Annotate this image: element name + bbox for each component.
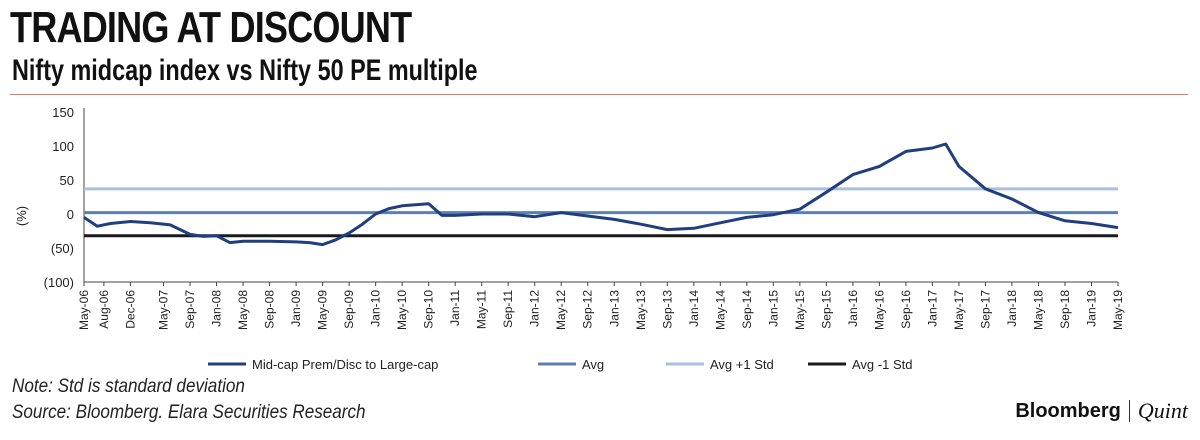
x-axis: May-06 Aug-06 Dec-06 May-07 Sep-07 Jan-08 May-… [77, 281, 1125, 330]
x-tick-label: Jan-18 [1005, 290, 1019, 327]
y-axis: 150 100 50 0 (50) (100) (%) [14, 105, 85, 290]
x-tick-label: May-15 [793, 290, 807, 330]
series-lines [83, 142, 1119, 247]
x-tick-label: Sep-10 [422, 290, 436, 329]
x-tick-label: Sep-15 [819, 290, 833, 329]
x-tick-label: May-08 [236, 290, 250, 330]
x-tick-label: May-18 [1031, 290, 1045, 330]
y-tick-label: 50 [60, 173, 74, 188]
x-tick-label: Jan-12 [528, 290, 542, 327]
x-tick-label: May-11 [475, 290, 489, 329]
x-tick-label: May-13 [634, 290, 648, 330]
x-tick-label: Jan-14 [687, 290, 701, 327]
x-tick-label: Jan-17 [925, 290, 939, 327]
x-tick-label: May-09 [316, 290, 330, 330]
title-divider [10, 94, 1188, 95]
chart-subtitle: Nifty midcap index vs Nifty 50 PE multip… [12, 54, 478, 87]
x-tick-label: Sep-13 [660, 290, 674, 329]
legend-label: Avg -1 Std [852, 357, 912, 372]
brand-secondary: Quint [1137, 398, 1188, 423]
x-tick-label: Dec-06 [123, 290, 137, 329]
x-tick-label: Jan-16 [846, 290, 860, 327]
x-tick-label: May-16 [872, 290, 886, 330]
x-tick-label: Sep-08 [263, 290, 277, 329]
x-tick-label: May-10 [395, 290, 409, 330]
x-tick-label: Aug-06 [97, 290, 111, 329]
y-tick-label: (100) [44, 275, 74, 290]
x-tick-label: May-17 [952, 290, 966, 330]
chart-title: TRADING AT DISCOUNT [10, 3, 412, 52]
brand-primary: Bloomberg [1015, 399, 1121, 422]
legend-label: Mid-cap Prem/Disc to Large-cap [252, 357, 438, 372]
y-tick-label: 100 [52, 139, 74, 154]
footnote-note: Note: Std is standard deviation [12, 376, 245, 397]
x-tick-label: Jan-08 [210, 290, 224, 327]
x-tick-label: May-07 [157, 290, 171, 330]
footnote-source: Source: Bloomberg. Elara Securities Rese… [12, 402, 366, 423]
x-tick-label: Sep-18 [1058, 290, 1072, 329]
x-tick-label: May-19 [1111, 290, 1125, 330]
line-chart: 150 100 50 0 (50) (100) (%) May-06 Aug-06 Dec-06… [14, 105, 1125, 372]
legend-label: Avg +1 Std [710, 357, 774, 372]
x-tick-label: Sep-14 [740, 290, 754, 329]
x-tick-label: Jan-10 [369, 290, 383, 327]
brand-separator [1128, 400, 1130, 422]
legend: Mid-cap Prem/Disc to Large-cap Avg Avg +1 … [208, 357, 912, 372]
reference-lines [84, 187, 1118, 238]
x-tick-label: Sep-12 [581, 290, 595, 329]
x-tick-label: May-12 [554, 290, 568, 330]
x-tick-label: Sep-07 [183, 290, 197, 329]
series-line-midcap-prem-disc [83, 142, 1119, 247]
x-tick-label: May-14 [713, 290, 727, 330]
x-tick-label: May-06 [77, 290, 91, 330]
x-tick-label: Jan-13 [607, 290, 621, 327]
y-tick-label: 0 [67, 207, 74, 222]
x-tick-label: Sep-16 [899, 290, 913, 329]
y-tick-label: 150 [52, 105, 74, 120]
legend-label: Avg [582, 357, 604, 372]
x-tick-label: Sep-17 [978, 290, 992, 329]
x-tick-label: Jan-15 [766, 290, 780, 327]
y-axis-label: (%) [14, 206, 29, 226]
x-tick-label: Jan-19 [1084, 290, 1098, 327]
y-tick-label: (50) [51, 241, 74, 256]
x-tick-label: Jan-09 [289, 290, 303, 327]
x-tick-label: Jan-11 [448, 290, 462, 326]
x-tick-label: Sep-09 [342, 290, 356, 329]
brand-logo: Bloomberg Quint [1015, 398, 1188, 424]
x-tick-label: Sep-11 [501, 290, 515, 328]
